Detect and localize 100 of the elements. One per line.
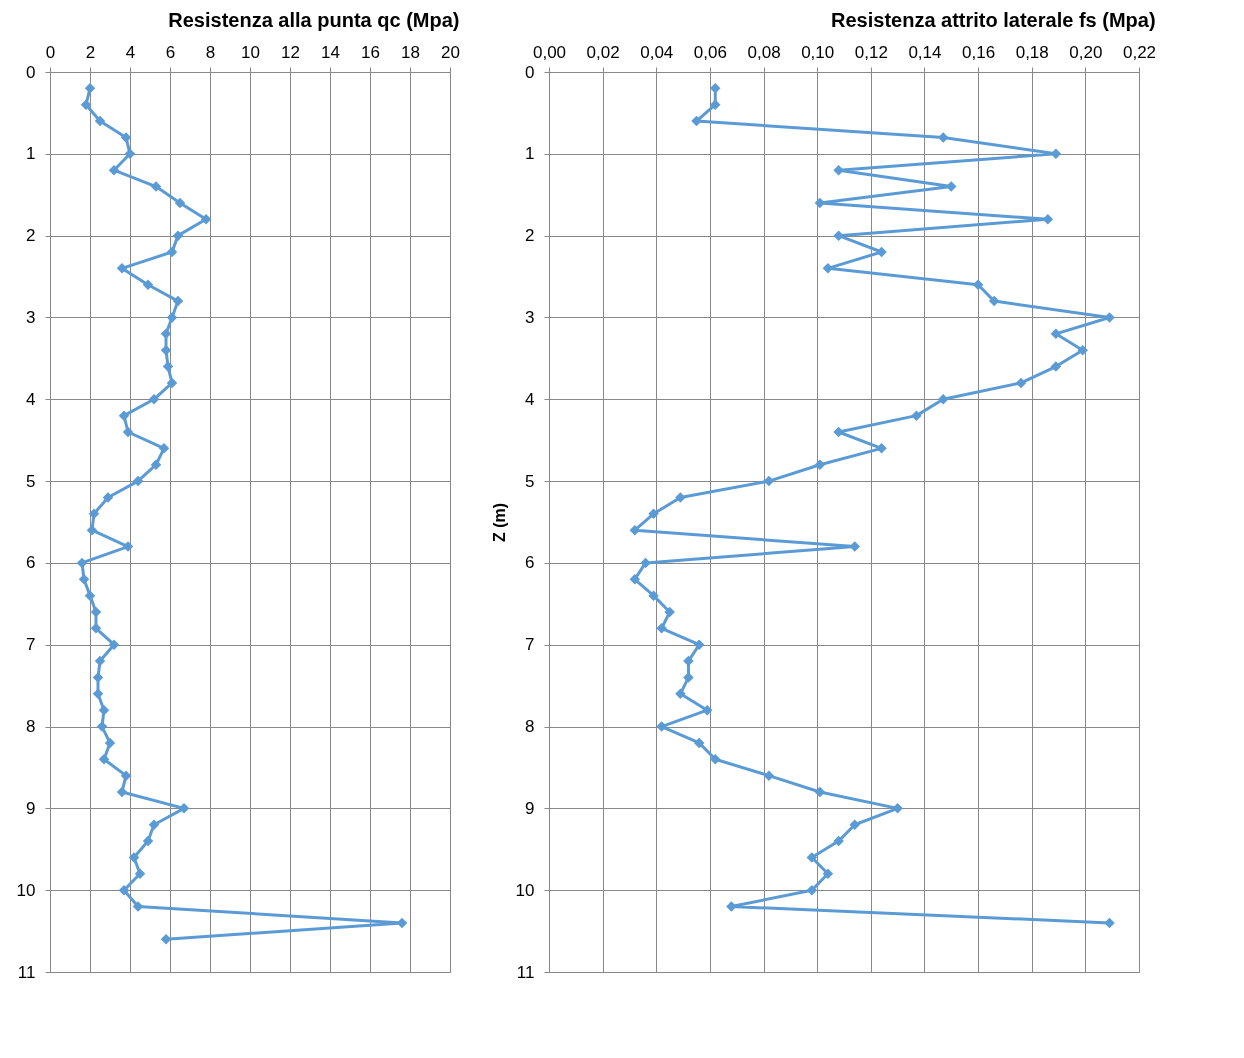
point — [150, 181, 162, 192]
point — [124, 148, 136, 160]
point — [822, 868, 834, 880]
point — [701, 704, 713, 716]
point — [98, 704, 110, 716]
point — [120, 770, 132, 781]
point — [1050, 328, 1062, 340]
point — [172, 230, 184, 241]
point — [104, 737, 116, 749]
point — [84, 590, 96, 601]
point — [128, 852, 140, 863]
point — [122, 426, 134, 438]
point — [876, 246, 887, 258]
point — [710, 754, 721, 765]
point — [849, 819, 860, 830]
y-tick-label: 8 — [525, 717, 535, 737]
y-tick-label: 0 — [525, 62, 535, 82]
point — [693, 737, 705, 749]
point — [710, 99, 721, 110]
x-tick-label: 4 — [125, 42, 136, 62]
point — [1050, 361, 1062, 372]
point — [96, 721, 108, 732]
y-tick-label: 2 — [26, 226, 36, 246]
y-tick-label: 11 — [17, 962, 36, 982]
y-tick-label: 5 — [525, 471, 535, 491]
x-tick-label: 0,02 — [586, 42, 620, 62]
point — [158, 443, 170, 454]
point — [122, 541, 134, 552]
point — [763, 770, 775, 781]
point — [629, 574, 641, 585]
y-tick-label: 4 — [26, 389, 36, 409]
x-tick-label: 0,10 — [801, 42, 835, 62]
point — [814, 786, 826, 798]
point — [148, 394, 160, 405]
x-tick-label: 20 — [441, 42, 460, 62]
point — [833, 164, 844, 176]
point — [648, 508, 659, 520]
point — [763, 475, 775, 487]
x-tick-label: 8 — [205, 42, 216, 62]
point — [833, 835, 844, 847]
point — [80, 99, 92, 110]
point — [88, 508, 100, 520]
point — [150, 459, 162, 470]
x-tick-label: 0,22 — [1122, 42, 1157, 62]
x-tick-label: 0,00 — [532, 42, 567, 62]
point — [94, 115, 106, 127]
point — [200, 214, 212, 225]
point — [806, 884, 818, 896]
point — [1104, 917, 1115, 929]
point — [946, 181, 957, 192]
point — [120, 132, 132, 143]
y-tick-label: 1 — [525, 144, 535, 164]
point — [937, 394, 949, 405]
point — [134, 868, 146, 880]
y-tick-label: 7 — [26, 635, 36, 655]
point — [1077, 344, 1088, 356]
y-tick-label: 8 — [26, 717, 36, 737]
y-tick-label: 5 — [26, 471, 36, 491]
point — [92, 672, 104, 683]
point — [691, 115, 702, 127]
point — [911, 410, 922, 421]
point — [78, 574, 90, 585]
x-tick-label: 16 — [361, 42, 380, 62]
x-tick-label: 0 — [45, 42, 56, 62]
point — [98, 754, 110, 765]
y-tick-label: 3 — [525, 307, 535, 327]
point — [108, 164, 120, 176]
y-tick-label: 10 — [16, 880, 36, 900]
x-tick-label: 6 — [165, 42, 176, 62]
point — [132, 475, 144, 487]
point — [118, 410, 130, 421]
point — [988, 295, 1000, 307]
x-tick-label: 0,06 — [693, 42, 727, 62]
point — [172, 295, 184, 307]
point — [683, 672, 694, 683]
point — [116, 263, 128, 274]
x-tick-label: 18 — [401, 42, 420, 62]
chart-title: Resistenza attrito laterale fs (Mpa) — [831, 9, 1156, 31]
point — [84, 83, 96, 94]
point — [166, 377, 178, 389]
x-tick-label: 0,14 — [908, 42, 942, 62]
point — [118, 884, 130, 896]
x-tick-label: 10 — [241, 42, 260, 62]
point — [102, 492, 114, 503]
y-tick-label: 9 — [525, 798, 535, 818]
point — [640, 557, 651, 569]
y-tick-label: 10 — [515, 880, 535, 900]
x-tick-label: 0,18 — [1015, 42, 1049, 62]
point — [675, 492, 686, 503]
y-tick-label: 7 — [525, 635, 535, 655]
point — [648, 590, 659, 601]
point — [142, 835, 154, 847]
point — [174, 197, 186, 209]
y-tick-label: 4 — [525, 389, 535, 409]
point — [876, 443, 887, 454]
point — [656, 623, 667, 634]
point — [92, 688, 104, 700]
point — [710, 83, 721, 94]
point — [148, 819, 160, 830]
x-tick-label: 0,12 — [854, 42, 888, 62]
